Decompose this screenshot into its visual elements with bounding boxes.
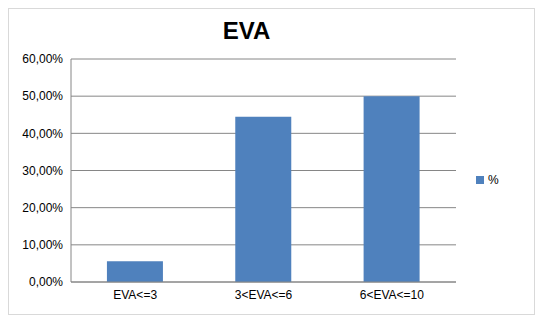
svg-text:50,00%: 50,00% [22,89,63,103]
svg-text:10,00%: 10,00% [22,238,63,252]
svg-text:30,00%: 30,00% [22,164,63,178]
svg-text:6<EVA<=10: 6<EVA<=10 [360,288,424,302]
svg-text:0,00%: 0,00% [29,275,63,289]
html-text:EVA: EVA [222,17,271,44]
svg-text:40,00%: 40,00% [22,127,63,141]
svg-text:60,00%: 60,00% [22,52,63,66]
svg-text:EVA<=3: EVA<=3 [113,288,157,302]
svg-text:3<EVA<=6: 3<EVA<=6 [235,288,293,302]
svg-text:20,00%: 20,00% [22,201,63,215]
